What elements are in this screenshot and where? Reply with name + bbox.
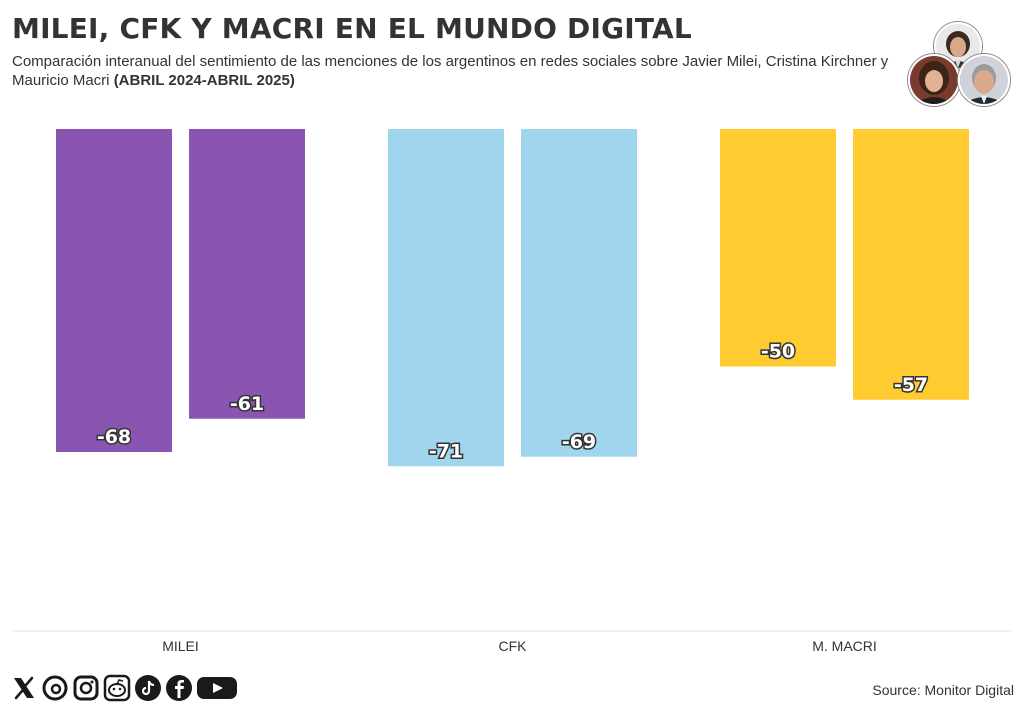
bar-0-0 [56,129,172,452]
youtube-icon[interactable] [196,674,238,707]
instagram-icon[interactable] [72,674,100,707]
macri-avatar [958,54,1010,106]
politicians-avatars [908,22,1010,108]
bar-1-1 [521,129,637,457]
bar-chart: -68 -61 MILEI -71 -69 CFK -50 -57 M. MACRI [12,129,1012,654]
data-label-1-1: -69 [562,431,596,453]
cfk-avatar [908,54,960,106]
data-label-2-0: -50 [761,341,795,363]
threads-icon[interactable] [41,674,69,707]
reddit-icon[interactable] [103,674,131,707]
subtitle-date-range: (ABRIL 2024-ABRIL 2025) [113,72,295,89]
bar-1-0 [388,129,504,467]
social-icons [10,674,238,707]
category-label-0: MILEI [162,638,199,654]
data-label-2-1: -57 [894,374,928,396]
bar-2-0 [720,129,836,367]
chart-title: MILEI, CFK Y MACRI EN EL MUNDO DIGITAL [12,12,692,45]
subtitle-text: Comparación interanual del sentimiento d… [12,53,889,89]
data-label-1-0: -71 [429,440,463,462]
bar-0-1 [189,129,305,419]
x-icon[interactable] [10,674,38,707]
data-label-0-1: -61 [230,393,264,415]
facebook-icon[interactable] [165,674,193,707]
chart-subtitle: Comparación interanual del sentimiento d… [12,52,912,90]
data-label-0-0: -68 [97,426,131,448]
bar-2-1 [853,129,969,400]
tiktok-icon[interactable] [134,674,162,707]
category-label-1: CFK [499,638,528,654]
source-note: Source: Monitor Digital [872,682,1014,698]
category-label-2: M. MACRI [812,638,877,654]
